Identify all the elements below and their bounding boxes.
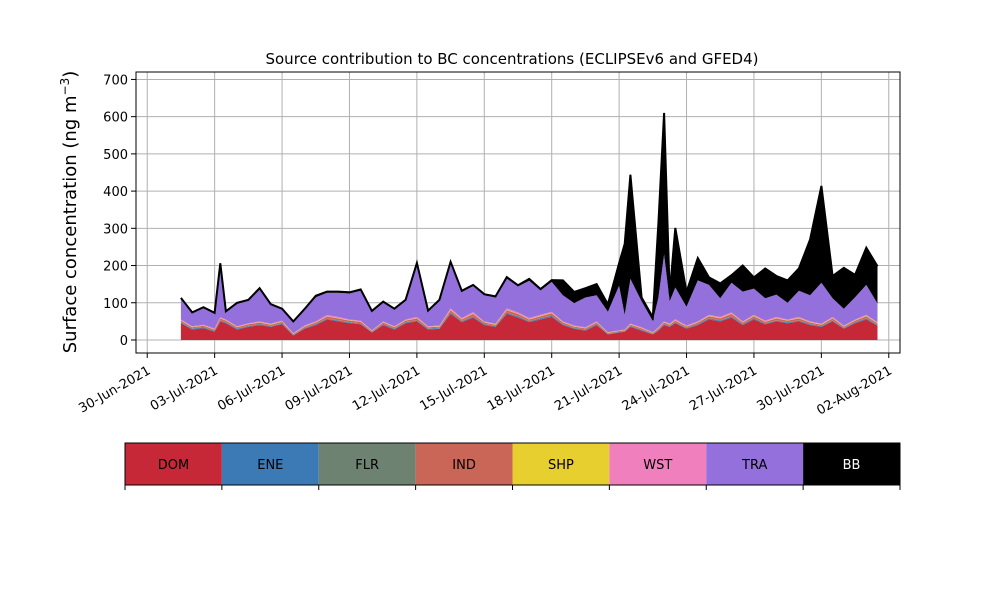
x-axis: 30-Jun-202103-Jul-202106-Jul-202109-Jul-… bbox=[76, 353, 895, 419]
x-tick-label: 21-Jul-2021 bbox=[552, 363, 625, 414]
area-bb bbox=[180, 112, 878, 323]
x-tick-label: 15-Jul-2021 bbox=[417, 363, 490, 414]
y-axis-label: Surface concentration (ng m−3) bbox=[58, 71, 81, 354]
legend-swatch-ene bbox=[221, 443, 319, 485]
legend-swatch-dom bbox=[125, 443, 222, 485]
legend-label-ene: ENE bbox=[257, 458, 283, 473]
stacked-areas bbox=[180, 112, 878, 340]
legend-swatch-bb bbox=[803, 443, 900, 485]
legend-swatch-tra bbox=[706, 443, 804, 485]
x-tick-label: 03-Jul-2021 bbox=[148, 363, 221, 414]
y-tick-label: 600 bbox=[103, 111, 128, 126]
legend-label-bb: BB bbox=[843, 458, 861, 473]
legend-label-dom: DOM bbox=[158, 458, 189, 473]
x-tick-label: 12-Jul-2021 bbox=[350, 363, 423, 414]
legend-swatch-shp bbox=[512, 443, 610, 485]
legend-frame bbox=[124, 442, 901, 486]
x-tick-label: 06-Jul-2021 bbox=[215, 363, 288, 414]
legend-colorbar: DOM ENE FLR IND SHP WST TRA BB bbox=[124, 442, 901, 490]
legend-swatch-wst bbox=[609, 443, 707, 485]
y-tick-label: 200 bbox=[103, 260, 128, 275]
legend-label-ind: IND bbox=[452, 458, 476, 473]
y-tick-label: 500 bbox=[103, 148, 128, 163]
chart-title: Source contribution to BC concentrations… bbox=[265, 50, 758, 68]
y-tick-label: 0 bbox=[120, 334, 128, 349]
x-tick-label: 09-Jul-2021 bbox=[283, 363, 356, 414]
legend-swatch-ind bbox=[415, 443, 513, 485]
legend-label-shp: SHP bbox=[548, 458, 574, 473]
total-line bbox=[180, 112, 879, 323]
total-concentration-line bbox=[180, 112, 879, 323]
y-tick-label: 700 bbox=[103, 73, 128, 88]
x-tick-label: 27-Jul-2021 bbox=[687, 363, 760, 414]
legend-swatch-flr bbox=[318, 443, 416, 485]
legend-label-tra: TRA bbox=[741, 458, 767, 473]
y-axis: 0 100 200 300 400 500 600 700 bbox=[103, 73, 136, 349]
x-tick-label: 24-Jul-2021 bbox=[620, 363, 693, 414]
x-tick-label: 30-Jun-2021 bbox=[76, 363, 153, 416]
y-tick-label: 100 bbox=[103, 297, 128, 312]
area-dom bbox=[180, 313, 878, 340]
legend-label-wst: WST bbox=[643, 458, 672, 473]
plot-frame bbox=[135, 71, 901, 354]
x-tick-label: 18-Jul-2021 bbox=[485, 363, 558, 414]
y-tick-label: 300 bbox=[103, 222, 128, 237]
x-tick-label: 02-Aug-2021 bbox=[814, 363, 894, 418]
area-tra bbox=[180, 254, 878, 334]
y-tick-label: 400 bbox=[103, 185, 128, 200]
legend-label-flr: FLR bbox=[355, 458, 379, 473]
